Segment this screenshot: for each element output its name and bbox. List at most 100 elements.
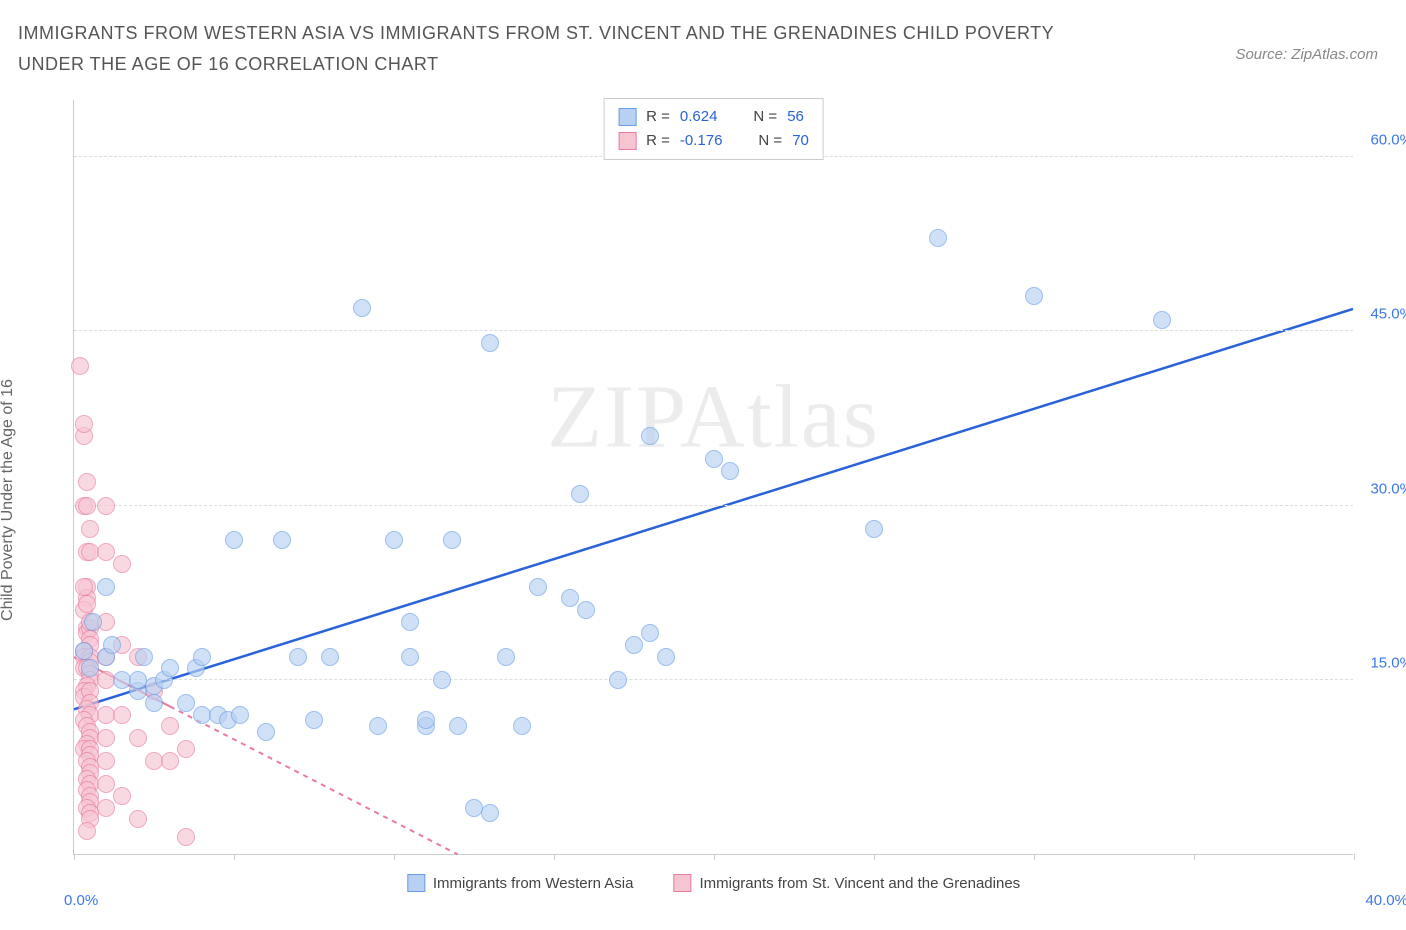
data-point [305, 711, 323, 729]
stats-r-value: 0.624 [680, 105, 718, 129]
legend-item: Immigrants from St. Vincent and the Gren… [673, 874, 1020, 892]
data-point [177, 740, 195, 758]
y-tick-label: 60.0% [1370, 132, 1406, 149]
data-point [369, 717, 387, 735]
data-point [97, 543, 115, 561]
y-tick-label: 30.0% [1370, 480, 1406, 497]
data-point [273, 531, 291, 549]
source-attribution: Source: ZipAtlas.com [1235, 18, 1378, 63]
data-point [75, 415, 93, 433]
data-point [513, 717, 531, 735]
data-point [113, 787, 131, 805]
data-point [481, 334, 499, 352]
stats-n-value: 70 [792, 129, 809, 153]
data-point [561, 589, 579, 607]
stats-r-label: R = [646, 129, 670, 153]
plot-area: ZIPAtlas R =0.624N =56R =-0.176N =70 0.0… [73, 100, 1353, 855]
data-point [657, 648, 675, 666]
data-point [113, 706, 131, 724]
data-point [625, 636, 643, 654]
legend-swatch [407, 874, 425, 892]
data-point [97, 752, 115, 770]
data-point [161, 752, 179, 770]
chart-title: IMMIGRANTS FROM WESTERN ASIA VS IMMIGRAN… [18, 18, 1118, 79]
legend-label: Immigrants from St. Vincent and the Gren… [699, 875, 1020, 892]
data-point [145, 694, 163, 712]
x-tick [394, 854, 395, 860]
stats-legend-row: R =-0.176N =70 [618, 129, 809, 153]
data-point [193, 648, 211, 666]
stats-n-value: 56 [787, 105, 804, 129]
x-tick [714, 854, 715, 860]
data-point [75, 642, 93, 660]
data-point [401, 613, 419, 631]
data-point [529, 578, 547, 596]
x-tick [1034, 854, 1035, 860]
data-point [161, 659, 179, 677]
data-point [71, 357, 89, 375]
data-point [497, 648, 515, 666]
data-point [865, 520, 883, 538]
data-point [353, 299, 371, 317]
data-point [321, 648, 339, 666]
data-point [113, 555, 131, 573]
data-point [449, 717, 467, 735]
data-point [103, 636, 121, 654]
x-tick [74, 854, 75, 860]
data-point [177, 694, 195, 712]
y-tick-label: 15.0% [1370, 654, 1406, 671]
data-point [433, 671, 451, 689]
x-tick [874, 854, 875, 860]
legend-swatch [673, 874, 691, 892]
data-point [641, 624, 659, 642]
y-axis-title: Child Poverty Under the Age of 16 [0, 379, 17, 621]
legend-item: Immigrants from Western Asia [407, 874, 634, 892]
data-point [75, 578, 93, 596]
data-point [97, 497, 115, 515]
data-point [81, 659, 99, 677]
data-point [1025, 287, 1043, 305]
x-axis-max-label: 40.0% [1365, 892, 1406, 909]
x-axis-min-label: 0.0% [64, 892, 98, 909]
trendline [74, 309, 1353, 709]
data-point [481, 804, 499, 822]
data-point [929, 229, 947, 247]
data-point [81, 520, 99, 538]
trendlines-svg [74, 100, 1353, 854]
data-point [443, 531, 461, 549]
data-point [571, 485, 589, 503]
data-point [129, 729, 147, 747]
data-point [129, 810, 147, 828]
data-point [84, 613, 102, 631]
stats-r-label: R = [646, 105, 670, 129]
stats-n-label: N = [758, 129, 782, 153]
y-tick-label: 45.0% [1370, 306, 1406, 323]
data-point [705, 450, 723, 468]
x-tick [554, 854, 555, 860]
x-tick [234, 854, 235, 860]
data-point [231, 706, 249, 724]
data-point [177, 828, 195, 846]
data-point [577, 601, 595, 619]
data-point [78, 822, 96, 840]
stats-legend: R =0.624N =56R =-0.176N =70 [603, 98, 824, 160]
data-point [641, 427, 659, 445]
data-point [401, 648, 419, 666]
bottom-legend: Immigrants from Western Asia Immigrants f… [407, 874, 1020, 892]
data-point [78, 473, 96, 491]
legend-label: Immigrants from Western Asia [433, 875, 634, 892]
data-point [385, 531, 403, 549]
data-point [225, 531, 243, 549]
data-point [78, 595, 96, 613]
legend-swatch [618, 132, 636, 150]
gridline [74, 679, 1353, 680]
x-tick [1194, 854, 1195, 860]
data-point [97, 578, 115, 596]
stats-legend-row: R = 0.624 N = 56 [618, 105, 809, 129]
data-point [289, 648, 307, 666]
data-point [97, 775, 115, 793]
legend-swatch [618, 108, 636, 126]
data-point [721, 462, 739, 480]
stats-n-label: N = [753, 105, 777, 129]
data-point [97, 799, 115, 817]
